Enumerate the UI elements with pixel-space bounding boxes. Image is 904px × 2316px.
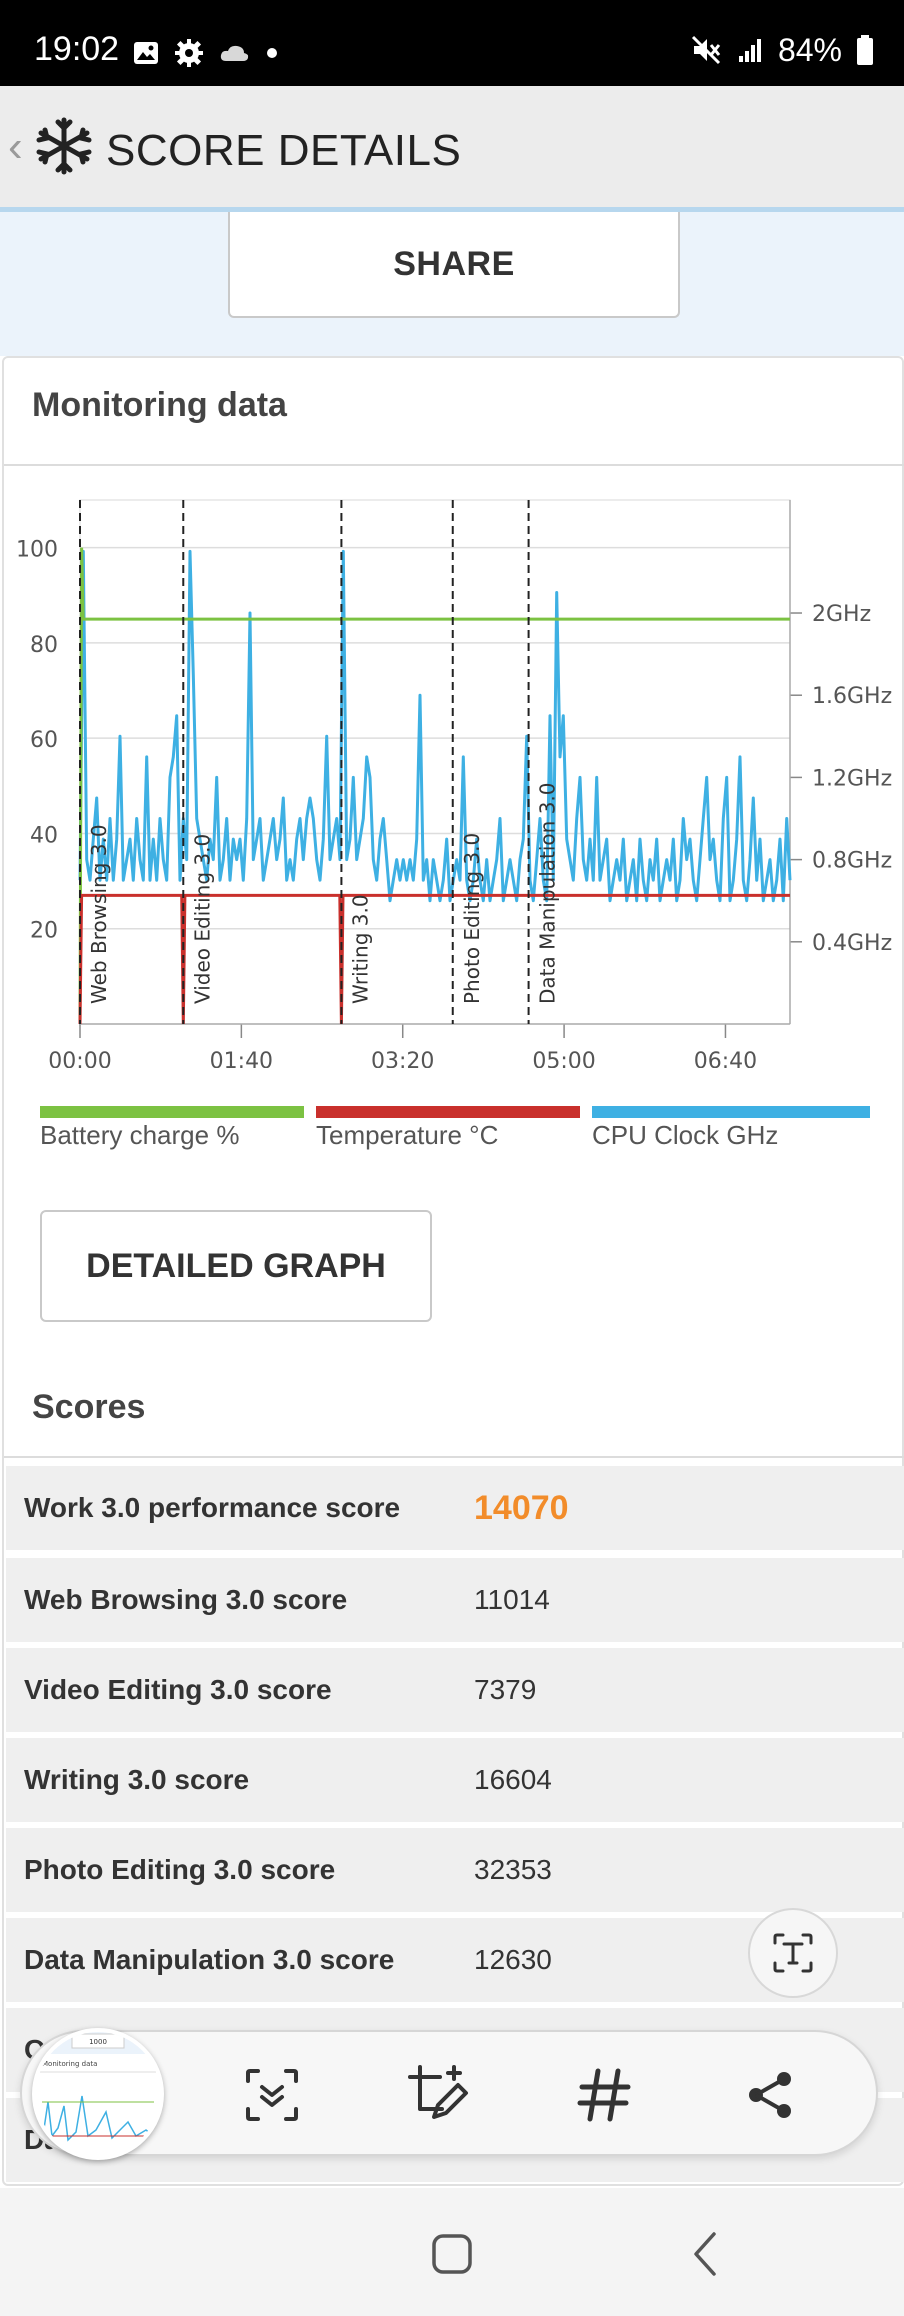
home-button[interactable] [422, 2224, 482, 2284]
score-row-web-browsing: Web Browsing 3.0 score 11014 [6, 1558, 904, 1642]
home-icon [432, 2234, 472, 2274]
y-right-tick-label: 1.2GHz [812, 766, 892, 791]
hashtag-button[interactable] [568, 2059, 640, 2131]
monitoring-divider [4, 464, 904, 466]
series-battery [78, 547, 790, 1025]
score-row-work: Work 3.0 performance score 14070 [6, 1466, 904, 1550]
thumbnail-title: Monitoring data [42, 2060, 97, 2068]
y-left-tick-label: 60 [30, 728, 58, 753]
back-button[interactable] [676, 2224, 736, 2284]
gallery-icon [134, 42, 158, 64]
y-left-tick-label: 80 [30, 633, 58, 658]
scroll-capture-button[interactable] [236, 2059, 308, 2131]
mute-icon [691, 35, 721, 65]
scores-title: Scores [32, 1388, 146, 1426]
status-time: 19:02 [34, 30, 120, 68]
monitoring-title: Monitoring data [32, 386, 287, 424]
battery-icon [857, 35, 873, 65]
app-logo-icon [36, 117, 92, 175]
battery-percent: 84% [777, 31, 842, 68]
y-right-tick-label: 1.6GHz [812, 684, 892, 709]
y-right-tick-label: 0.4GHz [812, 931, 892, 956]
status-icons-left [132, 36, 280, 70]
cloud-icon [220, 45, 249, 61]
series-temperature [78, 893, 790, 1025]
settings-icon [175, 39, 203, 67]
status-icons-right: 84% [690, 30, 874, 70]
scores-divider [4, 1456, 904, 1458]
score-label: Work 3.0 performance score [24, 1492, 401, 1523]
dot-icon [267, 48, 277, 58]
y-right-tick-label: 0.8GHz [812, 849, 892, 874]
screenshot-thumbnail[interactable]: 1000 Monitoring data [32, 2028, 164, 2160]
x-tick-label: 05:00 [532, 1049, 595, 1068]
plot-area [79, 499, 791, 1025]
hashtag-icon [577, 2068, 631, 2122]
y-left-tick-label: 20 [30, 919, 58, 944]
share-button[interactable]: SHARE [228, 212, 680, 318]
share-area: SHARE [0, 212, 904, 356]
extract-text-icon [773, 1933, 813, 1973]
edit-crop-icon [408, 2065, 468, 2119]
thumbnail-share-text: 1000 [89, 2038, 107, 2046]
workload-label: Photo Editing 3.0 [460, 833, 484, 1004]
x-tick-label: 06:40 [694, 1049, 757, 1068]
legend-temperature-label: Temperature °C [316, 1120, 499, 1150]
score-value: 32353 [474, 1854, 552, 1885]
screenshot-toolbar: 1000 Monitoring data [20, 2028, 878, 2160]
y-right-tick-label: 2GHz [812, 602, 871, 627]
legend-battery-label: Battery charge % [40, 1120, 240, 1150]
navigation-bar [0, 2188, 904, 2316]
score-label: Data Manipulation 3.0 score [24, 1944, 395, 1975]
extract-text-button[interactable] [748, 1908, 838, 1998]
edit-crop-button[interactable] [402, 2059, 474, 2131]
series-cpu-clock [78, 549, 792, 903]
x-tick-label: 00:00 [48, 1049, 111, 1068]
score-row-writing: Writing 3.0 score 16604 [6, 1738, 904, 1822]
scroll-capture-icon [246, 2069, 298, 2121]
score-label: Photo Editing 3.0 score [24, 1854, 336, 1885]
detailed-graph-button[interactable]: DETAILED GRAPH [40, 1210, 432, 1322]
score-row-photo-editing: Photo Editing 3.0 score 32353 [6, 1828, 904, 1912]
score-label: Web Browsing 3.0 score [24, 1584, 348, 1615]
score-row-video-editing: Video Editing 3.0 score 7379 [6, 1648, 904, 1732]
workload-label: Data Manipulation 3.0 [536, 782, 560, 1004]
app-bar: ‹ SCORE DETAILS [0, 86, 904, 212]
x-tick-label: 03:20 [371, 1049, 434, 1068]
workload-label: Writing 3.0 [348, 894, 372, 1004]
legend-temperature-swatch [316, 1106, 580, 1118]
status-bar: 19:02 84% [0, 0, 904, 86]
page-title: SCORE DETAILS [106, 126, 462, 175]
legend-battery-swatch [40, 1106, 304, 1118]
legend-cpu-swatch [592, 1106, 870, 1118]
score-label: Video Editing 3.0 score [24, 1674, 332, 1705]
score-value: 16604 [474, 1764, 552, 1795]
workload-label: Video Editing 3.0 [190, 834, 214, 1004]
share-icon [749, 2072, 791, 2118]
score-value: 12630 [474, 1944, 552, 1975]
monitoring-chart[interactable]: 100 80 60 40 20 2GHz 1.6GHz 1.2GHz 0.8GHz 0.4GHz 0… [4, 468, 904, 1068]
score-value: 7379 [474, 1674, 537, 1705]
workload-label: Web Browsing 3.0 [87, 824, 111, 1004]
legend-cpu-label: CPU Clock GHz [592, 1120, 779, 1150]
score-label: Writing 3.0 score [24, 1764, 250, 1795]
y-left-tick-label: 100 [16, 538, 58, 563]
x-tick-label: 01:40 [210, 1049, 273, 1068]
score-value-overall: 14070 [474, 1489, 569, 1527]
monitoring-card: Monitoring data 100 80 60 40 20 2GHz 1.6GHz 1.2… [2, 356, 904, 2186]
back-icon [694, 2232, 716, 2276]
signal-icon [738, 39, 761, 62]
back-chevron-icon[interactable]: ‹ [8, 122, 23, 171]
thumbnail-preview: 1000 Monitoring data [36, 2032, 160, 2156]
y-left-tick-label: 40 [30, 823, 58, 848]
score-value: 11014 [474, 1584, 550, 1615]
share-screenshot-button[interactable] [734, 2059, 806, 2131]
